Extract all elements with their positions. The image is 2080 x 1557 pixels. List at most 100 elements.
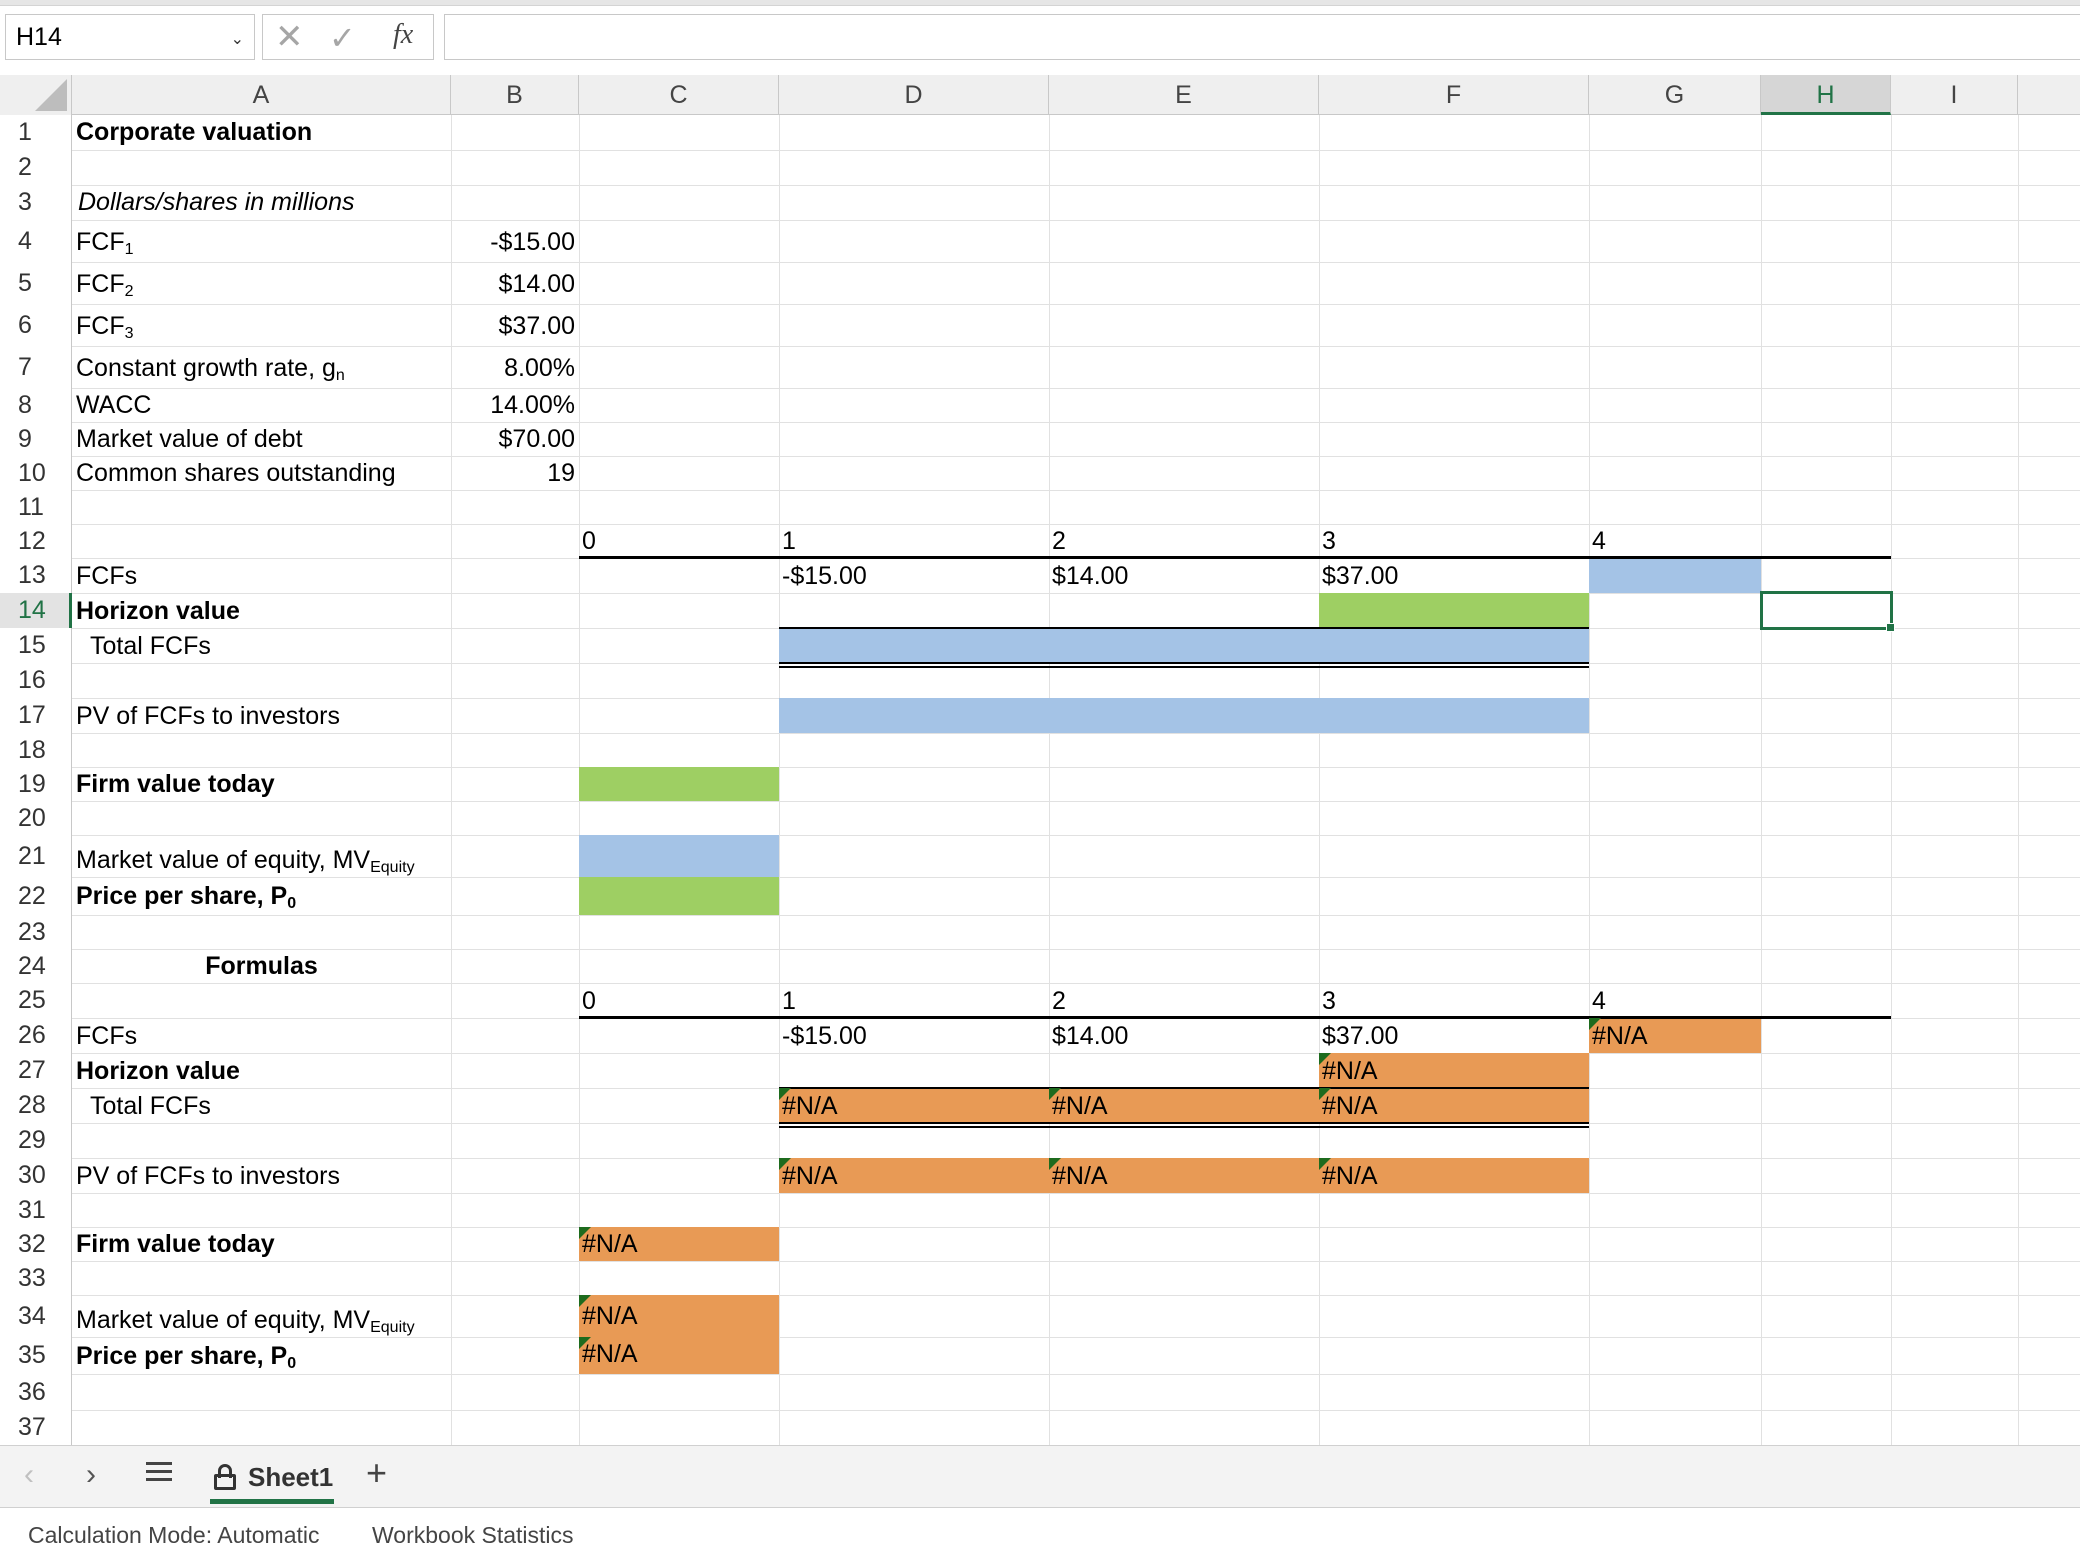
row-header[interactable]: 23 bbox=[18, 918, 46, 946]
row-header[interactable]: 10 bbox=[18, 459, 46, 487]
cells-c34-c35-formula[interactable] bbox=[579, 1295, 779, 1374]
error-indicator-icon[interactable] bbox=[579, 1295, 591, 1307]
cell-f14-input[interactable] bbox=[1319, 593, 1589, 628]
row-header[interactable]: 18 bbox=[18, 736, 46, 764]
column-header-b[interactable]: B bbox=[451, 75, 579, 115]
fcf-cell-error[interactable]: #N/A bbox=[1592, 1022, 1648, 1050]
row-header[interactable]: 21 bbox=[18, 842, 46, 870]
pv-cell[interactable]: #N/A bbox=[1052, 1162, 1108, 1190]
insert-function-icon[interactable]: fx bbox=[393, 19, 414, 50]
pv-cell[interactable]: #N/A bbox=[782, 1162, 838, 1190]
column-header-e[interactable]: E bbox=[1049, 75, 1319, 115]
worksheet-grid[interactable]: Corporate valuation Dollars/shares in mi… bbox=[72, 115, 2080, 1445]
row-header[interactable]: 20 bbox=[18, 804, 46, 832]
debt-value[interactable]: $70.00 bbox=[498, 425, 575, 453]
error-indicator-icon[interactable] bbox=[1049, 1088, 1061, 1100]
row-header[interactable]: 9 bbox=[18, 425, 32, 453]
fcf-cell[interactable]: $14.00 bbox=[1052, 562, 1129, 590]
row-header[interactable]: 30 bbox=[18, 1161, 46, 1189]
row-header[interactable]: 11 bbox=[18, 493, 44, 521]
cells-d17-f17-input[interactable] bbox=[779, 698, 1589, 733]
cell-c32-formula[interactable] bbox=[579, 1227, 779, 1261]
row-header[interactable]: 35 bbox=[18, 1341, 46, 1369]
equity-value-cell[interactable]: #N/A bbox=[582, 1302, 638, 1330]
fcf2-value[interactable]: $14.00 bbox=[498, 270, 575, 298]
fcf-cell[interactable]: -$15.00 bbox=[782, 562, 867, 590]
row-header[interactable]: 4 bbox=[18, 227, 32, 255]
row-header[interactable]: 6 bbox=[18, 311, 32, 339]
sheet-list-menu-icon[interactable] bbox=[146, 1460, 172, 1484]
fcf3-value[interactable]: $37.00 bbox=[498, 312, 575, 340]
add-sheet-button[interactable]: + bbox=[366, 1452, 388, 1493]
fcf-cell[interactable]: $37.00 bbox=[1322, 562, 1399, 590]
cells-d28-f28-formula[interactable] bbox=[779, 1088, 1589, 1123]
cell-c22-input[interactable] bbox=[579, 877, 779, 915]
pv-cell[interactable]: #N/A bbox=[1322, 1162, 1378, 1190]
row-header[interactable]: 22 bbox=[18, 882, 46, 910]
column-header-d[interactable]: D bbox=[779, 75, 1049, 115]
fcf1-value[interactable]: -$15.00 bbox=[490, 228, 575, 256]
cancel-icon[interactable]: ✕ bbox=[275, 18, 304, 56]
column-header-c[interactable]: C bbox=[579, 75, 779, 115]
column-header-h[interactable]: H bbox=[1761, 75, 1891, 115]
row-header[interactable]: 17 bbox=[18, 701, 46, 729]
row-header[interactable]: 25 bbox=[18, 986, 46, 1014]
row-header[interactable]: 13 bbox=[18, 561, 46, 589]
cell-g13-input[interactable] bbox=[1589, 558, 1761, 593]
wacc-value[interactable]: 14.00% bbox=[490, 391, 575, 419]
fcf-cell[interactable]: $14.00 bbox=[1052, 1022, 1129, 1050]
fcf-cell[interactable]: $37.00 bbox=[1322, 1022, 1399, 1050]
cell-c19-input[interactable] bbox=[579, 767, 779, 801]
cell-g26-formula[interactable] bbox=[1589, 1018, 1761, 1053]
error-indicator-icon[interactable] bbox=[1319, 1053, 1331, 1065]
error-indicator-icon[interactable] bbox=[1319, 1088, 1331, 1100]
cells-d15-f15-input[interactable] bbox=[779, 628, 1589, 663]
row-header[interactable]: 5 bbox=[18, 269, 32, 297]
row-header[interactable]: 7 bbox=[18, 353, 32, 381]
row-header[interactable]: 16 bbox=[18, 666, 46, 694]
row-header[interactable]: 28 bbox=[18, 1091, 46, 1119]
fill-handle[interactable] bbox=[1886, 623, 1895, 632]
shares-value[interactable]: 19 bbox=[547, 459, 575, 487]
error-indicator-icon[interactable] bbox=[779, 1088, 791, 1100]
row-header[interactable]: 37 bbox=[18, 1413, 46, 1441]
row-header[interactable]: 8 bbox=[18, 391, 32, 419]
growth-rate-value[interactable]: 8.00% bbox=[504, 354, 575, 382]
tab-sheet1[interactable]: Sheet1 bbox=[210, 1452, 334, 1504]
chevron-right-icon[interactable]: › bbox=[86, 1458, 96, 1491]
column-header-j[interactable] bbox=[2018, 75, 2080, 115]
row-header[interactable]: 31 bbox=[18, 1196, 46, 1224]
column-header-a[interactable]: A bbox=[72, 75, 451, 115]
total-fcf-cell[interactable]: #N/A bbox=[1322, 1092, 1378, 1120]
row-header[interactable]: 33 bbox=[18, 1264, 46, 1292]
column-header-g[interactable]: G bbox=[1589, 75, 1761, 115]
error-indicator-icon[interactable] bbox=[1049, 1158, 1061, 1170]
row-header[interactable]: 2 bbox=[18, 153, 32, 181]
row-header[interactable]: 19 bbox=[18, 770, 46, 798]
check-icon[interactable]: ✓ bbox=[329, 20, 356, 56]
name-box[interactable]: H14 ⌄ bbox=[5, 14, 255, 60]
workbook-statistics-button[interactable]: Workbook Statistics bbox=[372, 1522, 574, 1548]
row-header-selected[interactable]: 14 bbox=[0, 593, 72, 628]
row-header[interactable]: 27 bbox=[18, 1056, 46, 1084]
calculation-mode-status[interactable]: Calculation Mode: Automatic bbox=[28, 1522, 320, 1548]
cells-d30-f30-formula[interactable] bbox=[779, 1158, 1589, 1193]
chevron-down-icon[interactable]: ⌄ bbox=[230, 31, 244, 48]
row-header[interactable]: 1 bbox=[18, 118, 32, 146]
error-indicator-icon[interactable] bbox=[1319, 1158, 1331, 1170]
chevron-left-icon[interactable]: ‹ bbox=[24, 1458, 34, 1491]
column-header-i[interactable]: I bbox=[1891, 75, 2018, 115]
total-fcf-cell[interactable]: #N/A bbox=[1052, 1092, 1108, 1120]
row-header[interactable]: 26 bbox=[18, 1021, 46, 1049]
price-per-share-cell[interactable]: #N/A bbox=[582, 1340, 638, 1368]
active-cell-h14[interactable] bbox=[1760, 591, 1893, 630]
row-header[interactable]: 32 bbox=[18, 1230, 46, 1258]
error-indicator-icon[interactable] bbox=[779, 1158, 791, 1170]
row-header[interactable]: 12 bbox=[18, 527, 46, 555]
row-header[interactable]: 3 bbox=[18, 188, 32, 216]
firm-value-cell[interactable]: #N/A bbox=[582, 1230, 638, 1258]
fcf-cell[interactable]: -$15.00 bbox=[782, 1022, 867, 1050]
horizon-value-cell[interactable]: #N/A bbox=[1322, 1057, 1378, 1085]
row-header[interactable]: 29 bbox=[18, 1126, 46, 1154]
error-indicator-icon[interactable] bbox=[1589, 1018, 1601, 1030]
